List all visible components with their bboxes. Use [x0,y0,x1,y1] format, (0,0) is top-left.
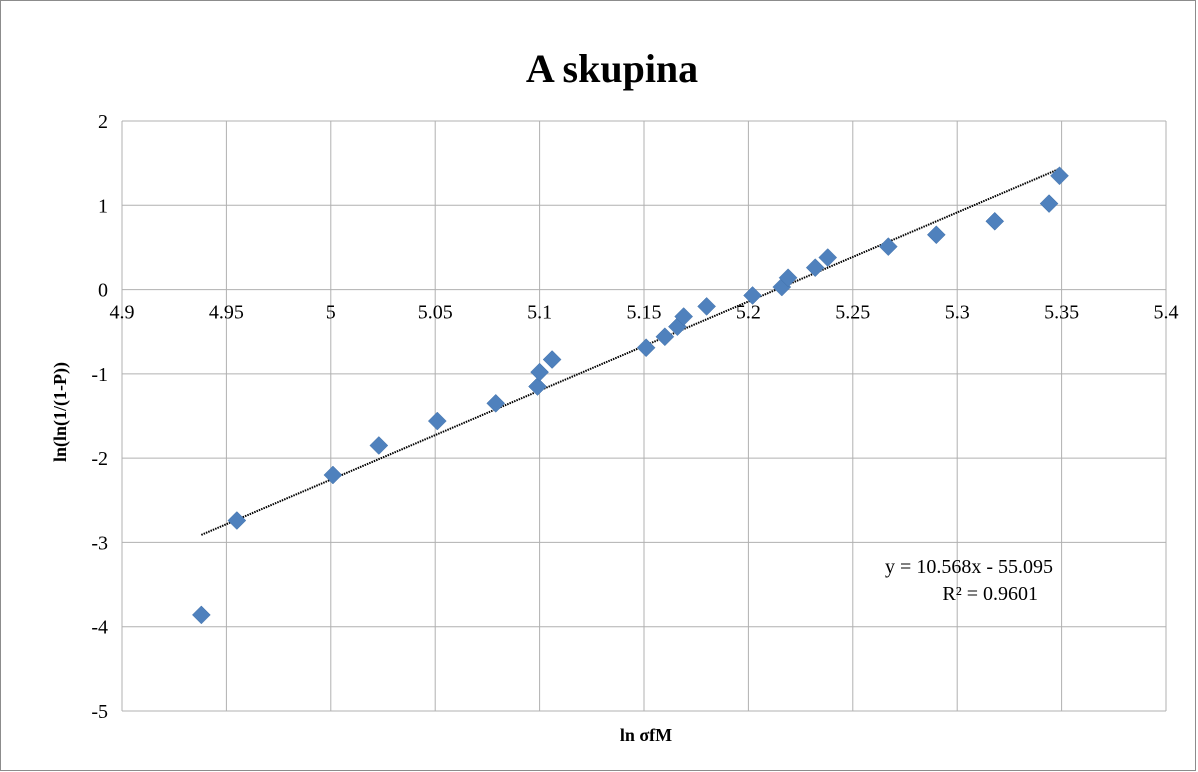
data-point [878,237,898,256]
trendline-equation: y = 10.568x - 55.095 [885,556,1053,578]
data-point [530,362,549,382]
y-tick-labels: 2 1 0 -1 -2 -3 -4 -5 [91,111,108,723]
y-tick-label: -1 [91,364,108,386]
y-tick-label: -4 [91,617,108,639]
data-point [743,286,762,305]
x-tick-label: 5.35 [1044,302,1079,324]
data-point [778,268,798,288]
data-point [369,436,389,455]
x-tick-label: 5.3 [945,302,970,324]
data-point [542,350,562,369]
data-point [674,307,694,326]
data-point [655,327,675,347]
data-point [1050,166,1069,186]
data-point [486,394,506,413]
y-axis-label: ln(ln(1/(1-P)) [50,362,71,462]
trendline [200,167,1060,536]
data-point [323,465,343,485]
x-axis-label: ln σfM [620,725,672,745]
x-tick-label: 5.4 [1154,302,1179,324]
x-tick-labels: 4.9 4.95 5 5.05 5.1 5.15 5.2 5.25 5.3 5.35 5.4 [110,302,1179,324]
data-point [528,377,547,396]
data-point [636,338,656,358]
x-tick-label: 5.25 [835,302,870,324]
data-point [191,605,211,625]
data-point [427,411,447,431]
data-point [926,225,946,245]
y-tick-label: 0 [98,280,108,302]
y-tick-label: 2 [98,111,108,133]
y-tick-label: -5 [91,701,108,723]
data-point [985,211,1005,231]
x-tick-label: 5.1 [527,302,552,324]
data-point [805,258,825,278]
x-tick-label: 5.05 [418,302,453,324]
x-tick-label: 5.2 [736,302,761,324]
x-tick-label: 4.9 [110,302,135,324]
y-tick-label: 1 [98,195,108,217]
data-point [1039,194,1059,213]
data-point [227,511,247,530]
data-points [191,166,1069,625]
data-point [818,248,838,267]
y-tick-label: -3 [91,532,108,554]
y-tick-label: -2 [91,448,108,470]
gridlines [121,120,1167,712]
x-tick-label: 5.15 [627,302,662,324]
data-point [697,297,716,316]
x-tick-label: 4.95 [209,302,244,324]
chart-title: A skupina [526,46,698,91]
x-tick-label: 5 [326,302,336,324]
trendline-r-squared: R² = 0.9601 [942,583,1038,605]
